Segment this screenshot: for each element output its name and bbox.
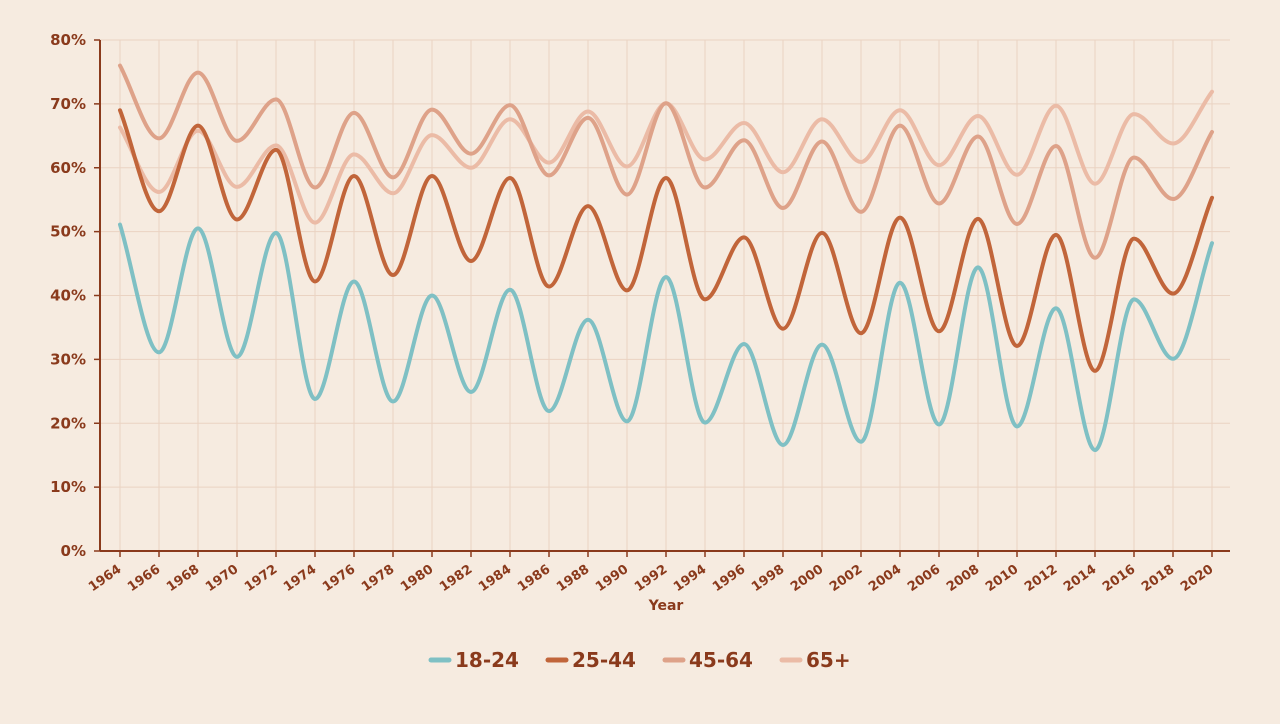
legend-label-45-64: 45-64 [689, 648, 753, 672]
x-tick-label: 1972 [242, 562, 280, 595]
x-tick-label: 1980 [398, 562, 436, 595]
x-tick-label: 1968 [164, 562, 202, 595]
y-tick-label: 50% [50, 223, 86, 241]
x-tick-label: 2014 [1061, 562, 1099, 595]
x-tick-label: 1994 [671, 562, 709, 595]
x-tick-label: 1992 [632, 562, 670, 595]
x-tick-label: 2010 [983, 562, 1021, 595]
x-tick-label: 1986 [515, 562, 553, 595]
x-tick-label: 1984 [476, 562, 514, 595]
y-tick-label: 70% [50, 95, 86, 113]
y-tick-label: 40% [50, 287, 86, 305]
y-tick-label: 10% [50, 478, 86, 496]
x-tick-label: 2006 [905, 562, 943, 595]
x-tick-label: 1976 [320, 562, 358, 595]
legend-label-25-44: 25-44 [572, 648, 636, 672]
x-tick-label: 1966 [125, 562, 163, 595]
y-tick-label: 60% [50, 159, 86, 177]
legend: 18-24 25-44 45-64 65+ [431, 648, 851, 672]
y-tick-label: 80% [50, 31, 86, 49]
x-tick-label: 2018 [1139, 562, 1177, 595]
x-tick-label: 2008 [944, 562, 982, 595]
x-tick-label: 1964 [86, 562, 124, 595]
x-tick-label: 1982 [437, 562, 475, 595]
y-tick-label: 30% [50, 350, 86, 368]
x-axis-title: Year [648, 598, 684, 614]
grid-lines [100, 40, 1230, 551]
x-tick-label: 2000 [788, 562, 826, 595]
x-tick-label: 2012 [1022, 562, 1060, 595]
legend-label-65: 65+ [806, 648, 851, 672]
x-tick-label: 2004 [866, 562, 904, 595]
x-tick-label: 1998 [749, 562, 787, 595]
x-tick-label: 1974 [281, 562, 319, 595]
x-tick-label: 2020 [1178, 562, 1216, 595]
x-tick-label: 1970 [203, 562, 241, 595]
y-tick-label: 0% [61, 542, 86, 560]
x-tick-label: 2016 [1100, 562, 1138, 595]
x-tick-label: 1990 [593, 562, 631, 595]
x-tick-label: 1978 [359, 562, 397, 595]
x-tick-label: 2002 [827, 562, 865, 595]
y-tick-label: 20% [50, 414, 86, 432]
x-tick-label: 1996 [710, 562, 748, 595]
legend-label-18-24: 18-24 [455, 648, 519, 672]
x-tick-label: 1988 [554, 562, 592, 595]
